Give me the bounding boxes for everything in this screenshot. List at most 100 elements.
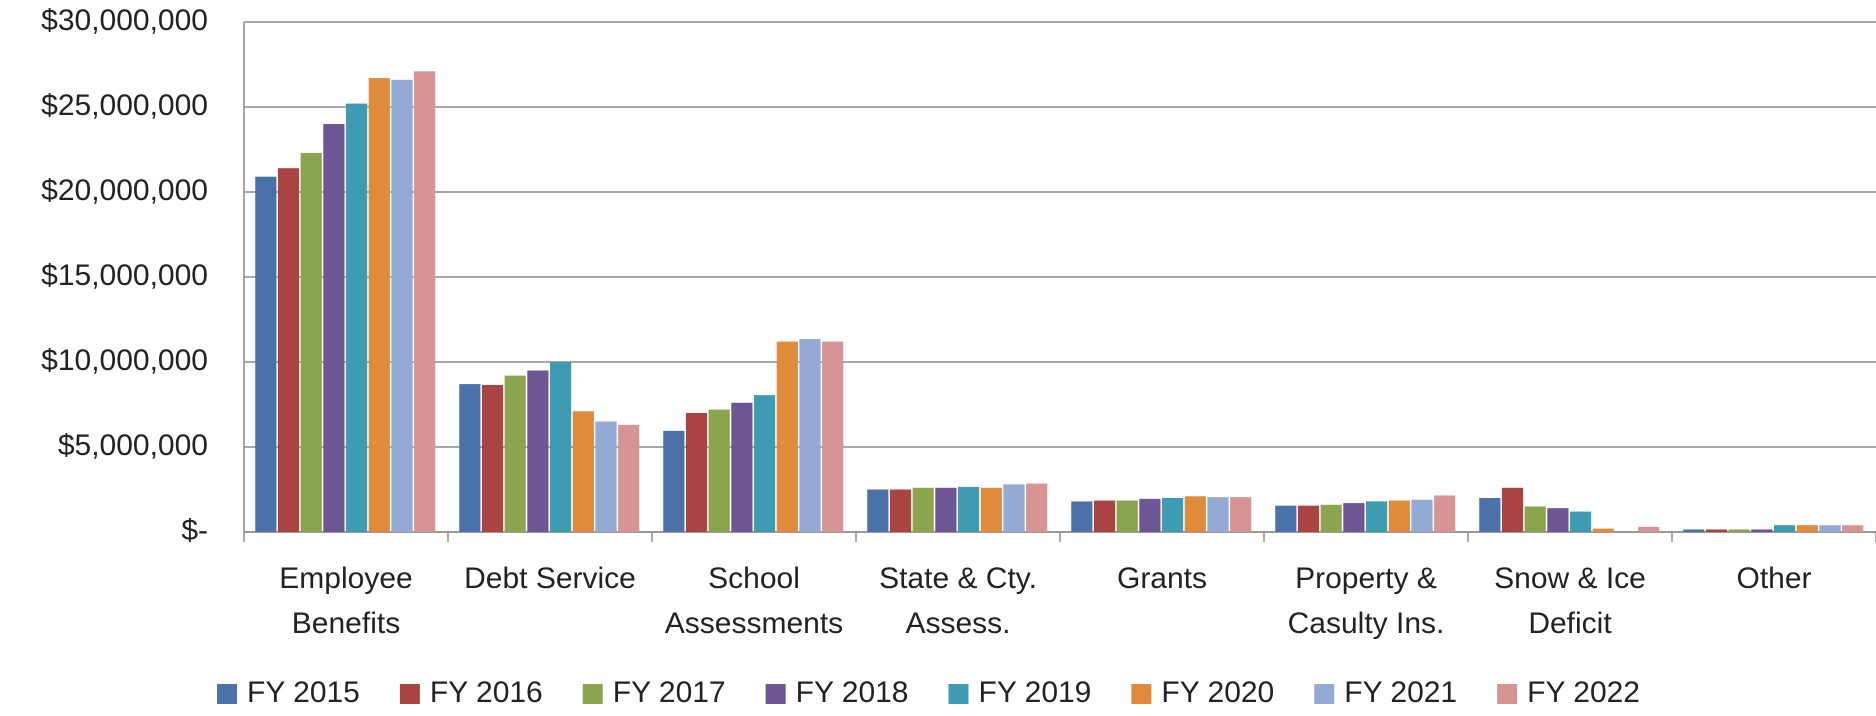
legend-swatch [399, 684, 420, 704]
legend-label: FY 2019 [979, 676, 1092, 709]
bar [527, 370, 549, 532]
x-tick-label-line: Grants [1117, 562, 1207, 595]
bar [1162, 498, 1184, 532]
legend-swatch [765, 684, 786, 704]
bar [1547, 508, 1569, 532]
y-tick-label: $5,000,000 [58, 429, 208, 462]
x-tick-label: Other [1736, 562, 1811, 595]
bar [822, 341, 844, 532]
bar [459, 384, 481, 532]
legend-swatch [1131, 684, 1152, 704]
x-tick-label-line: Assessments [665, 607, 843, 640]
legend-label: FY 2015 [247, 676, 360, 709]
x-tick-label-line: Assess. [905, 607, 1010, 640]
bar [1683, 529, 1705, 532]
bar [481, 384, 504, 532]
bar [504, 375, 526, 532]
bar [663, 430, 685, 532]
x-tick-label-line: State & Cty. [879, 562, 1037, 595]
bar [277, 168, 300, 532]
x-tick-label-line: Debt Service [464, 562, 636, 595]
bar [1728, 529, 1750, 532]
bar [572, 411, 594, 532]
bar [1501, 487, 1524, 532]
bar [731, 402, 753, 532]
bar [799, 339, 821, 532]
bar [1116, 500, 1138, 532]
legend-swatch [948, 684, 969, 704]
bar [323, 124, 345, 532]
bar [618, 424, 640, 532]
bar [391, 79, 413, 533]
bar [1320, 504, 1342, 532]
bar [1751, 529, 1773, 532]
bar [595, 421, 617, 532]
bar [1388, 500, 1410, 532]
bar [1139, 498, 1161, 532]
bar [958, 486, 980, 532]
x-tick-label-line: Casulty Ins. [1288, 607, 1445, 640]
legend-label: FY 2016 [430, 676, 543, 709]
bar [300, 152, 322, 532]
bar [1026, 483, 1048, 532]
bar [1230, 497, 1252, 532]
bar [1819, 525, 1841, 532]
bar [1275, 505, 1297, 532]
bar [980, 487, 1002, 532]
bar [776, 341, 798, 532]
x-tick-label: Property & Casulty Ins. [1288, 562, 1445, 640]
x-tick-label: Grants [1117, 562, 1207, 595]
legend-label: FY 2021 [1344, 676, 1457, 709]
x-tick-label: Debt Service [464, 562, 636, 595]
bar [1207, 497, 1229, 532]
bar [1093, 500, 1116, 532]
bar [1343, 503, 1365, 532]
bar [1434, 495, 1456, 532]
bar [889, 489, 912, 532]
legend-label: FY 2020 [1161, 676, 1274, 709]
legend-label: FY 2018 [796, 676, 909, 709]
bar [550, 362, 572, 532]
x-tick-label-line: Other [1736, 562, 1811, 595]
y-tick-label: $15,000,000 [41, 259, 208, 292]
bar [255, 176, 277, 532]
bar [1071, 501, 1093, 532]
legend-label: FY 2017 [613, 676, 726, 709]
x-tick-label-line: Deficit [1528, 607, 1612, 640]
bar [1705, 529, 1728, 532]
x-tick-label-line: Property & [1295, 562, 1437, 595]
bar [1411, 499, 1433, 532]
y-tick-label: $30,000,000 [41, 4, 208, 37]
y-tick-label: $20,000,000 [41, 174, 208, 207]
bar [935, 487, 957, 532]
bar [1638, 526, 1660, 532]
x-tick-label: State & Cty. Assess. [879, 562, 1037, 640]
x-tick-label-line: School [708, 562, 800, 595]
legend-swatch [1314, 684, 1335, 704]
bar [754, 395, 776, 532]
bar [1003, 484, 1025, 532]
bar [1592, 528, 1614, 532]
x-tick-label: Snow & Ice Deficit [1494, 562, 1646, 640]
x-tick-label: School Assessments [665, 562, 843, 640]
bar [912, 487, 934, 532]
y-tick-label: $25,000,000 [41, 89, 208, 122]
x-tick-label-line: Employee [279, 562, 412, 595]
y-tick-label: $10,000,000 [41, 344, 208, 377]
bar [1297, 505, 1320, 532]
y-tick-label: $- [181, 514, 208, 547]
legend-swatch [1497, 684, 1518, 704]
bar [346, 103, 368, 532]
bar [708, 409, 730, 532]
bar [414, 71, 436, 533]
legend-swatch [217, 684, 237, 704]
bar [685, 413, 708, 532]
bar [1570, 511, 1592, 532]
bar [1366, 501, 1388, 532]
bar [1774, 525, 1796, 532]
x-tick-label-line: Benefits [292, 607, 400, 640]
bar [1842, 525, 1864, 532]
bar [867, 489, 889, 532]
legend-swatch [582, 684, 603, 704]
